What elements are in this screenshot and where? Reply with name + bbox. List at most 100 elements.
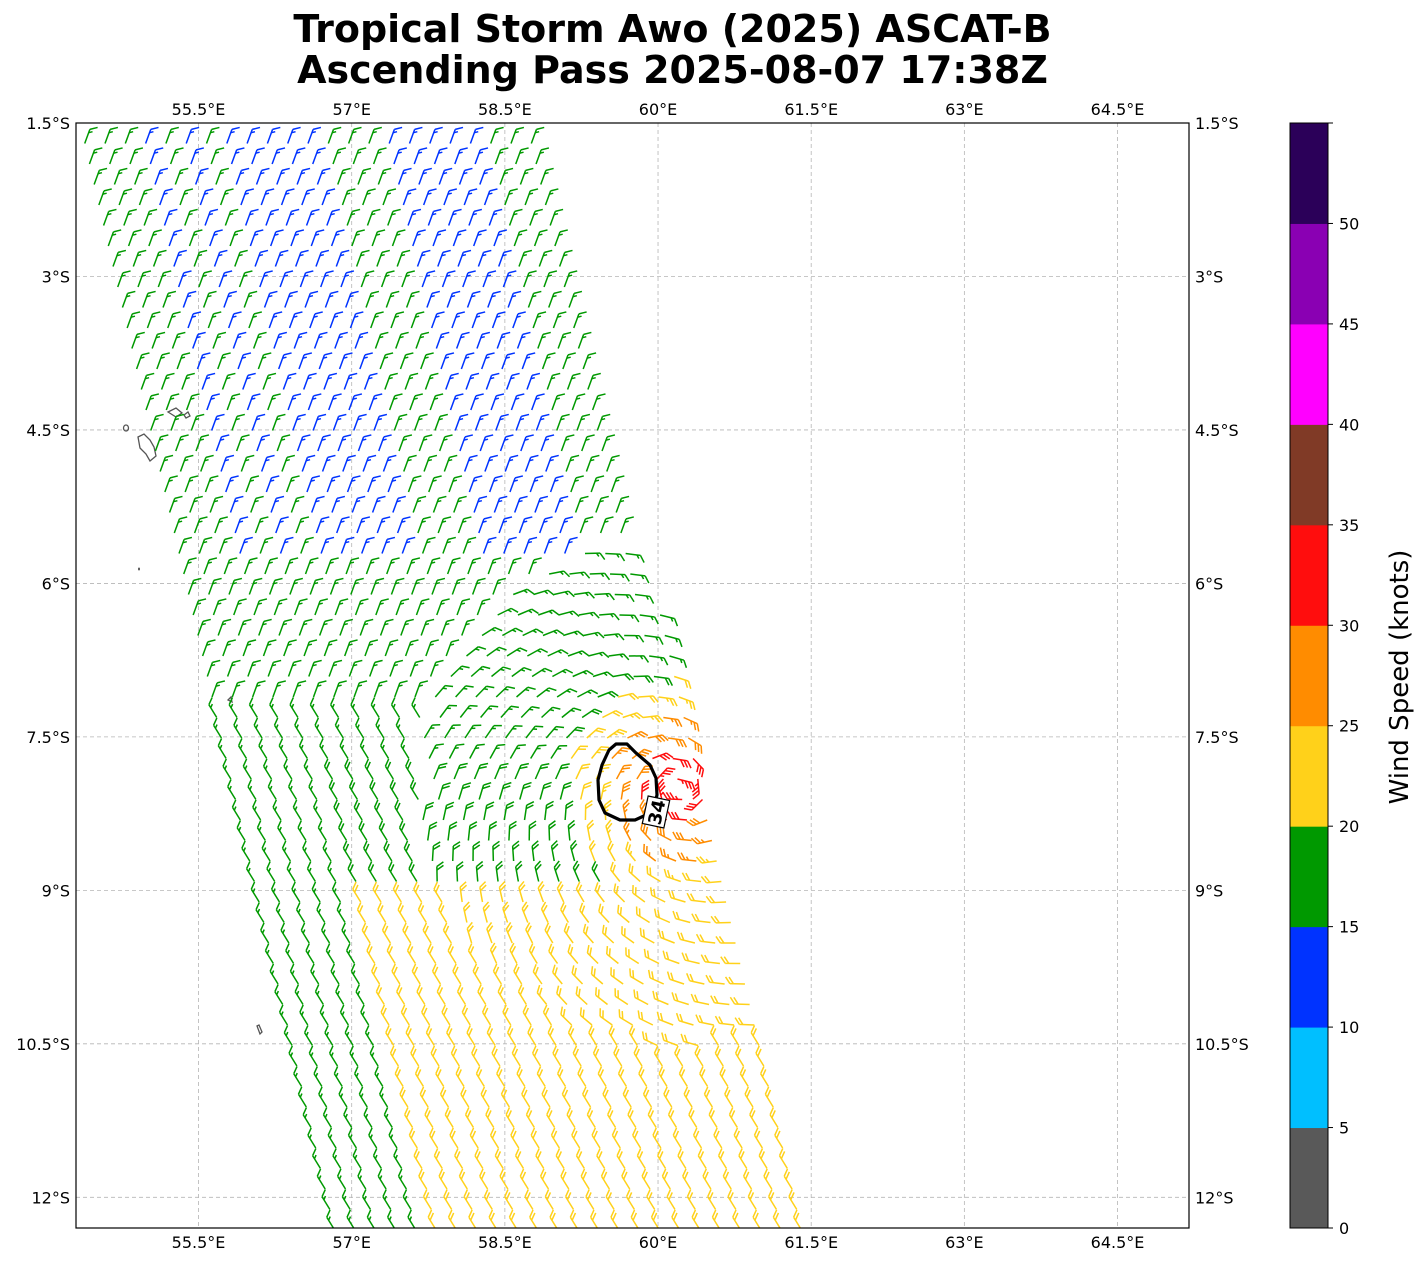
wind-barb-feather [544, 1007, 550, 1016]
wind-barb [406, 557, 421, 575]
wind-barb-feather [670, 718, 674, 723]
wind-barb [531, 840, 540, 862]
wind-barb-feather [632, 1127, 637, 1136]
wind-barb [253, 598, 268, 616]
wind-barb-feather [324, 847, 328, 852]
wind-barb-feather [215, 417, 220, 421]
wind-barb [368, 1127, 378, 1149]
wind-barb-feather [212, 717, 218, 726]
wind-barb-shaft [554, 765, 563, 780]
wind-barb-shaft [678, 696, 694, 703]
wind-barb-shaft [457, 252, 464, 267]
wind-barb-shaft [368, 1134, 378, 1149]
wind-barb [591, 1127, 601, 1149]
wind-barb-feather [421, 253, 426, 257]
wind-barb [453, 495, 467, 513]
wind-barb-feather [618, 1151, 623, 1160]
wind-barb-shaft [556, 992, 568, 1006]
wind-barb-feather [466, 801, 475, 806]
wind-barb [196, 352, 211, 370]
wind-barb-feather [318, 680, 327, 684]
wind-barb [348, 393, 363, 411]
wind-barb-feather [228, 290, 238, 295]
wind-barb [439, 1086, 450, 1108]
wind-barb-feather [653, 1045, 659, 1054]
wind-barb-feather [521, 1086, 526, 1095]
wind-barb-shaft [350, 580, 357, 595]
wind-barb-feather [633, 989, 636, 998]
wind-barb-feather [447, 536, 456, 541]
wind-barb-feather [551, 376, 556, 380]
wind-barb-feather [222, 274, 228, 277]
wind-barb-feather [691, 913, 697, 922]
wind-barb [427, 208, 442, 226]
wind-barb-shaft [178, 539, 185, 554]
wind-barb-feather [561, 905, 567, 913]
wind-barb-feather [414, 126, 423, 131]
wind-barb-shaft [478, 784, 485, 800]
wind-barb-feather [411, 212, 417, 216]
wind-barb-feather [546, 356, 551, 359]
wind-barb-feather [512, 629, 517, 633]
wind-barb-feather [686, 973, 691, 982]
wind-barb [413, 413, 428, 431]
wind-barb-feather [293, 581, 298, 585]
wind-barb-feather [571, 376, 576, 380]
wind-barb [211, 680, 226, 698]
wind-barb-feather [149, 130, 154, 134]
wind-barb-feather [629, 714, 634, 719]
wind-barb-feather [391, 782, 396, 791]
wind-barb-feather [625, 594, 630, 599]
wind-barb [460, 1086, 470, 1108]
wind-barb-feather [275, 902, 281, 911]
wind-barb [132, 249, 147, 267]
wind-barb-shaft [586, 952, 599, 965]
wind-barb-shaft [369, 662, 376, 677]
wind-barb-feather [321, 516, 330, 520]
wind-barb [444, 724, 461, 739]
wind-barb [417, 902, 427, 923]
wind-barb [491, 311, 506, 329]
wind-barb-shaft [393, 1155, 403, 1169]
wind-barb-feather [664, 769, 674, 773]
wind-barb-feather [296, 417, 301, 421]
wind-barb-shaft [299, 1011, 309, 1026]
wind-barb-feather [178, 520, 183, 523]
wind-barb-shaft [280, 190, 288, 206]
wind-barb [378, 820, 388, 841]
wind-barb-shaft [465, 375, 472, 390]
wind-barb-feather [486, 801, 495, 806]
wind-barb-feather [143, 192, 148, 195]
wind-barb [392, 495, 406, 513]
wind-barb-shaft [414, 682, 421, 698]
wind-barb-feather [191, 315, 197, 318]
wind-barb-feather [543, 781, 552, 786]
wind-barb-shaft [137, 272, 144, 288]
wind-barb-feather [657, 778, 664, 786]
wind-barb-shaft [728, 1114, 738, 1128]
wind-barb-shaft [212, 600, 220, 616]
wind-barb-feather [641, 1031, 645, 1040]
wind-barb-shaft [753, 1134, 763, 1149]
wind-barb-feather [418, 987, 423, 996]
wind-barb [453, 762, 468, 780]
wind-barb-feather [534, 860, 542, 868]
wind-barb [235, 434, 250, 452]
wind-barb [561, 1086, 571, 1108]
wind-barb-shaft [484, 725, 495, 739]
wind-barb [131, 331, 145, 349]
wind-barb-shaft [363, 1114, 373, 1128]
wind-barb-shaft [202, 293, 210, 308]
wind-barb [343, 372, 358, 390]
wind-barb-shaft [377, 909, 387, 923]
wind-barb-feather [302, 1107, 308, 1116]
wind-barb-feather [361, 249, 370, 254]
wind-barb-feather [429, 454, 438, 459]
wind-barb [380, 738, 390, 759]
wind-barb-feather [527, 1025, 532, 1034]
wind-barb-feather [252, 799, 257, 808]
wind-barb-feather [594, 479, 600, 482]
wind-barb-feather [593, 611, 600, 619]
wind-barb-feather [237, 680, 246, 684]
wind-barb-shaft [344, 765, 354, 780]
